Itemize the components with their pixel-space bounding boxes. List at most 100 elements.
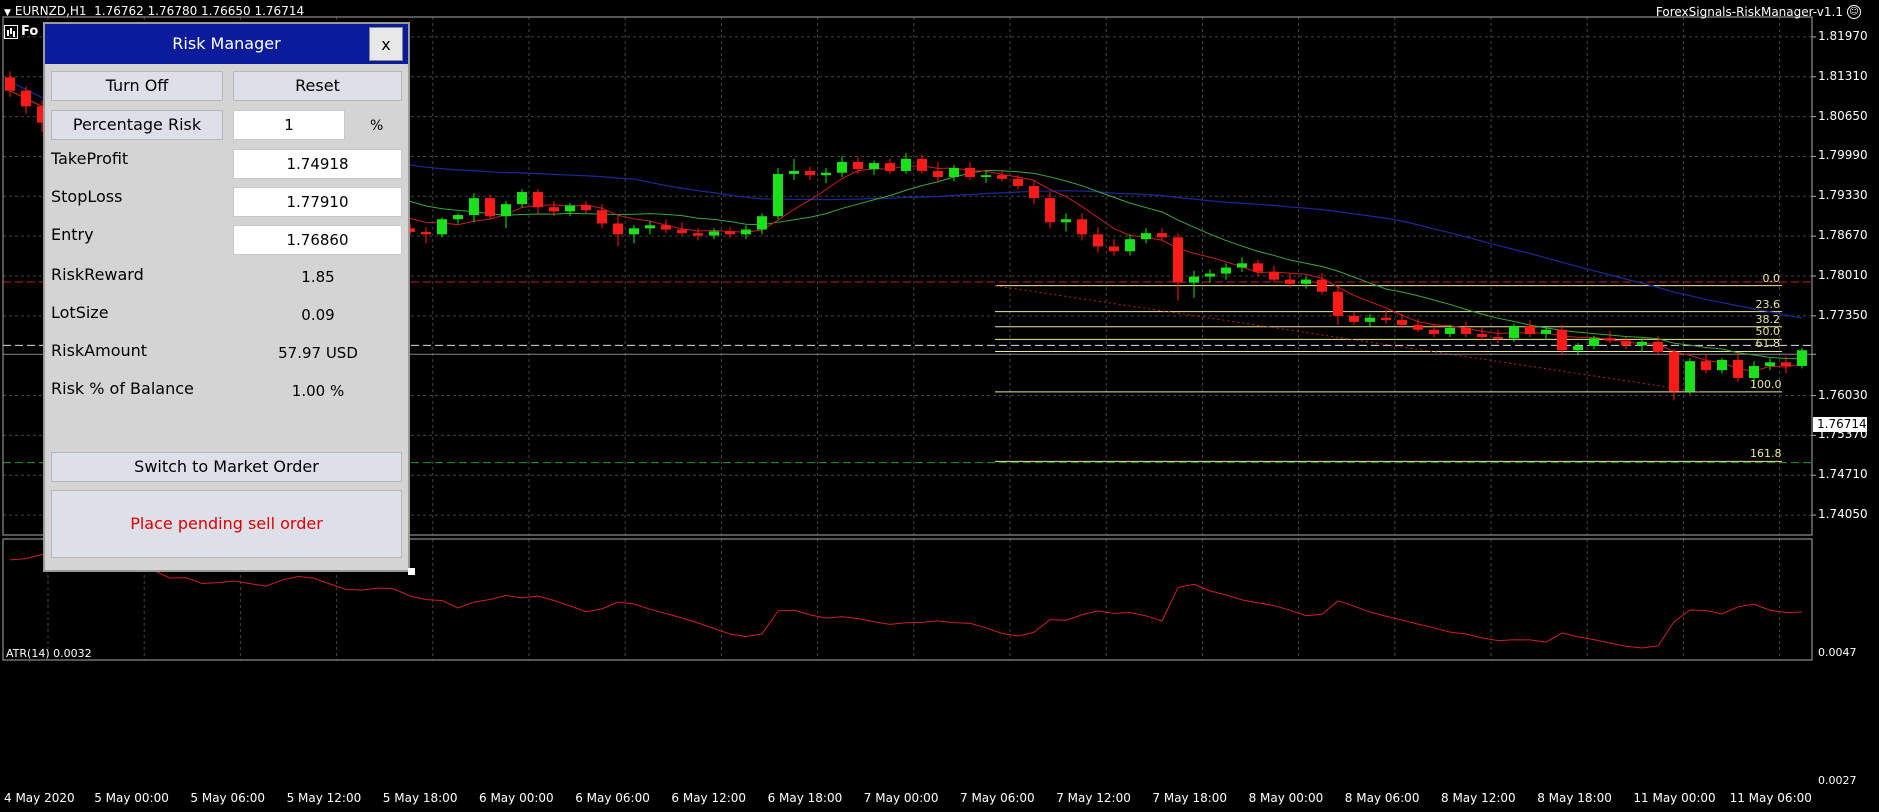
time-label: 4 May 2020 [4, 791, 75, 805]
candle-body [1493, 336, 1503, 339]
candle-body [1749, 365, 1759, 379]
fib-trend-line [994, 285, 1701, 393]
candle-body [1109, 246, 1119, 252]
main-pane-border [2, 16, 1813, 536]
candle-body [1413, 324, 1423, 330]
candle-body [1093, 234, 1103, 247]
fib-level-label: 38.2 [1755, 312, 1781, 326]
current-price-label: 1.76714 [1813, 417, 1867, 432]
atr-scale-bottom: 0.0027 [1818, 774, 1857, 787]
candlesticks [5, 71, 1807, 401]
candle-body [501, 204, 511, 217]
price-label: 1.81970 [1818, 28, 1868, 43]
candle-body [933, 170, 943, 177]
candle-body [1637, 341, 1647, 346]
candle-body [1269, 271, 1279, 280]
fibonacci-lines [994, 285, 1782, 462]
candle-body [405, 228, 415, 232]
price-label: 1.81310 [1818, 68, 1868, 83]
take-profit-input[interactable]: 1.74918 [233, 149, 402, 179]
time-label: 6 May 00:00 [479, 791, 554, 805]
stop-loss-label: StopLoss [51, 187, 123, 206]
candle-body [1157, 233, 1167, 238]
candle-body [1077, 219, 1087, 235]
candle-body [949, 167, 959, 177]
candle-body [549, 207, 559, 212]
chart-frame [2, 16, 1813, 661]
candle-body [1301, 279, 1311, 284]
switch-market-order-button[interactable]: Switch to Market Order [51, 452, 402, 482]
time-label: 7 May 00:00 [863, 791, 939, 805]
turn-off-button[interactable]: Turn Off [51, 71, 223, 101]
atr-pane-border [2, 538, 1813, 661]
candle-body [5, 77, 15, 91]
candle-body [1365, 317, 1375, 322]
risk-reward-label: RiskReward [51, 265, 144, 284]
fib-level-label: 0.0 [1762, 271, 1781, 285]
price-label: 1.76030 [1818, 387, 1868, 402]
entry-input[interactable]: 1.76860 [233, 225, 402, 255]
candle-body [981, 175, 991, 177]
candle-body [1573, 346, 1583, 351]
candle-body [853, 161, 863, 170]
risk-mode-button[interactable]: Percentage Risk [51, 110, 223, 140]
close-button[interactable]: x [369, 27, 403, 61]
candle-body [1445, 327, 1455, 334]
candle-body [837, 161, 847, 173]
candle-body [1797, 350, 1807, 366]
time-label: 6 May 12:00 [671, 791, 747, 805]
candle-body [709, 231, 719, 236]
stop-loss-input[interactable]: 1.77910 [233, 187, 402, 217]
price-label: 1.78670 [1818, 228, 1868, 243]
risk-unit: % [370, 118, 384, 134]
risk-balance-value: 1.00 % [291, 382, 345, 400]
candle-body [805, 170, 815, 176]
expert-advisor-name[interactable]: ForexSignals-RiskManager-v1.1 ☺ [1656, 5, 1861, 19]
candle-body [597, 210, 607, 224]
candle-body [789, 170, 799, 174]
time-label: 7 May 06:00 [960, 791, 1035, 805]
price-label: 1.79330 [1818, 188, 1868, 203]
candle-body [1733, 359, 1743, 379]
candle-body [1477, 333, 1487, 337]
candle-body [1461, 327, 1471, 334]
entry-label: Entry [51, 225, 94, 244]
time-label: 11 May 06:00 [1729, 791, 1812, 805]
candle-body [725, 231, 735, 235]
candle-body [1653, 341, 1663, 353]
price-label: 1.78010 [1818, 268, 1868, 282]
candle-body [469, 198, 479, 216]
candle-body [1397, 320, 1407, 325]
price-label: 1.80650 [1818, 108, 1868, 123]
panel-title[interactable]: Risk Manager [45, 24, 408, 64]
candle-body [1333, 291, 1343, 316]
risk-balance-label: Risk % of Balance [51, 379, 194, 398]
time-label: 7 May 12:00 [1056, 791, 1131, 805]
candle-body [1061, 219, 1071, 223]
atr-scale-top: 0.0047 [1818, 646, 1857, 659]
candle-body [437, 219, 447, 235]
candle-body [1605, 338, 1615, 341]
candle-body [1669, 352, 1679, 392]
candle-body [1029, 186, 1039, 199]
reset-button[interactable]: Reset [233, 71, 402, 101]
place-pending-sell-button[interactable]: Place pending sell order [51, 490, 402, 558]
candle-body [661, 225, 671, 230]
candle-body [1189, 276, 1199, 283]
symbol-header: ▼ EURNZD,H1 1.76762 1.76780 1.76650 1.767… [4, 4, 304, 18]
candle-body [1557, 329, 1567, 351]
candle-body [1717, 359, 1727, 371]
candle-body [885, 163, 895, 171]
fib-level-label: 61.8 [1755, 337, 1781, 351]
candle-body [1045, 198, 1055, 223]
panel-resize-handle[interactable] [408, 568, 415, 575]
fib-level-label: 50.0 [1755, 325, 1781, 339]
candle-body [1237, 263, 1247, 268]
candle-body [917, 158, 927, 171]
candle-body [21, 90, 31, 107]
price-label: 1.74050 [1818, 507, 1868, 522]
candle-body [613, 223, 623, 235]
dropdown-arrow-icon[interactable]: ▼ [4, 8, 11, 18]
risk-value-input[interactable]: 1 [233, 110, 345, 140]
